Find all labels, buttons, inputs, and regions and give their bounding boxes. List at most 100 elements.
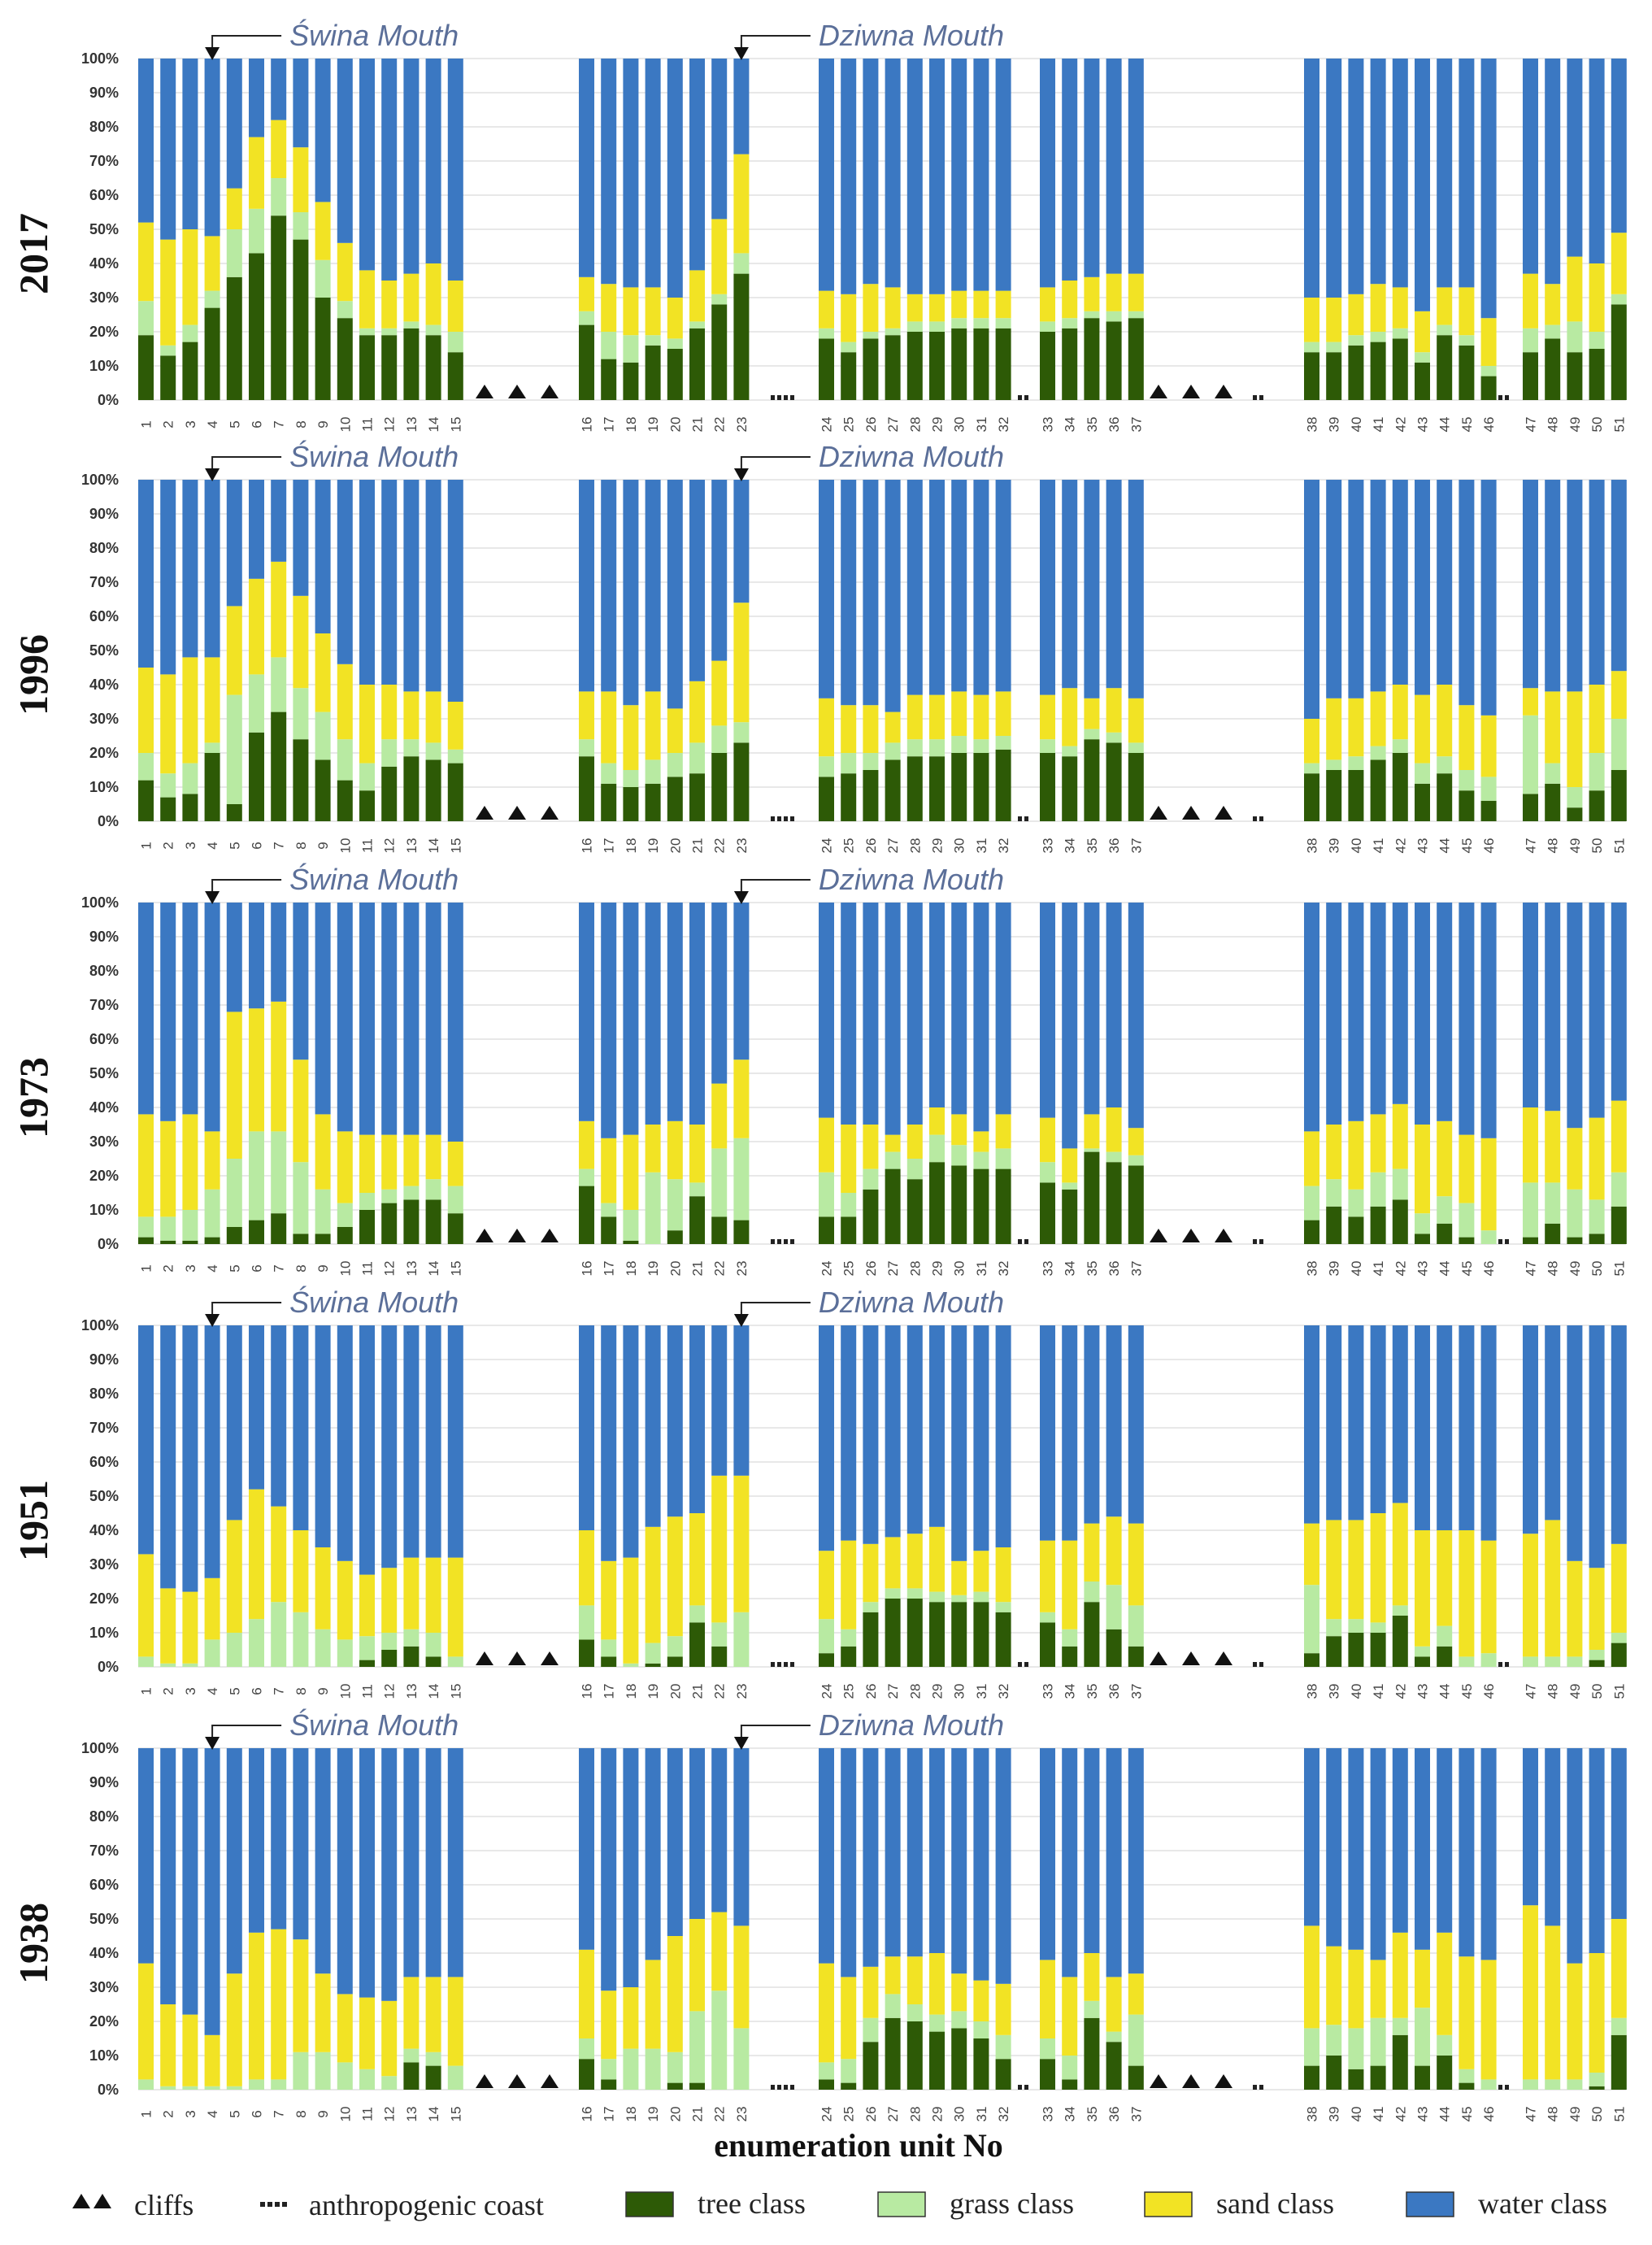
bar-sand-segment	[885, 1134, 901, 1152]
bar-tree-segment	[1370, 1206, 1386, 1244]
x-tick-label: 30	[952, 1684, 967, 1699]
bar-tree-segment	[645, 345, 661, 400]
bar-water-segment	[182, 1748, 198, 2015]
cliff-marker	[541, 2074, 559, 2088]
x-tick-label: 43	[1415, 417, 1431, 433]
bar-grass-segment	[1106, 311, 1122, 322]
anthropogenic-coast-marker	[784, 395, 788, 400]
y-tick-label: 90%	[89, 1774, 119, 1790]
legend-tree-swatch	[625, 2191, 674, 2217]
x-tick-label: 10	[337, 838, 353, 854]
bar-water-segment	[973, 1748, 989, 1981]
bar-sand-segment	[1370, 691, 1386, 746]
bar-water-segment	[1106, 903, 1122, 1107]
bar-grass-segment	[885, 1994, 901, 2018]
x-tick-label: 17	[602, 838, 617, 854]
x-tick-label: 3	[183, 1687, 198, 1695]
bar-water-segment	[1611, 1325, 1627, 1544]
cliff-marker	[508, 2074, 526, 2088]
bar-sand-segment	[601, 1990, 617, 2060]
bar-sand-segment	[819, 1551, 834, 1620]
bar-grass-segment	[995, 736, 1011, 750]
bar-tree-segment	[667, 777, 683, 821]
anthropogenic-coast-marker	[1498, 395, 1502, 400]
bar-water-segment	[138, 59, 154, 223]
bar-grass-segment	[863, 1168, 879, 1190]
x-tick-label: 17	[602, 1261, 617, 1277]
bar-sand-segment	[841, 1540, 857, 1629]
x-tick-label: 6	[250, 420, 265, 428]
bar-water-segment	[1128, 1748, 1144, 1974]
x-tick-label: 23	[734, 2107, 750, 2122]
bar-sand-segment	[271, 1929, 287, 2080]
bar-sand-segment	[1040, 287, 1055, 322]
bar-water-segment	[733, 1748, 750, 1926]
x-tick-label: 1	[139, 420, 154, 428]
bar-grass-segment	[1459, 2069, 1475, 2083]
bar-grass-segment	[929, 2014, 945, 2032]
x-tick-label: 10	[337, 1261, 353, 1277]
bar-grass-segment	[425, 324, 441, 336]
x-tick-label: 5	[227, 842, 242, 849]
bar-sand-segment	[425, 1557, 441, 1633]
bar-grass-segment	[315, 711, 331, 760]
bar-grass-segment	[1523, 715, 1538, 794]
cliff-marker	[541, 1651, 559, 1665]
bar-water-segment	[1106, 1748, 1122, 1977]
bar-grass-segment	[929, 321, 945, 332]
bar-water-segment	[293, 1325, 309, 1530]
bar-sand-segment	[906, 1956, 923, 2004]
bar-grass-segment	[1392, 2017, 1408, 2035]
bar-water-segment	[1459, 903, 1475, 1135]
x-tick-label: 3	[183, 2110, 198, 2117]
bar-sand-segment	[138, 668, 154, 753]
bar-sand-segment	[601, 284, 617, 332]
bar-sand-segment	[579, 276, 594, 311]
bar-grass-segment	[906, 739, 923, 757]
bar-tree-segment	[906, 1599, 923, 1667]
x-tick-label: 31	[974, 2107, 989, 2122]
bar-tree-segment	[863, 770, 879, 821]
bar-grass-segment	[1437, 1196, 1453, 1224]
bar-water-segment	[381, 903, 398, 1135]
bar-water-segment	[249, 59, 264, 137]
bar-water-segment	[885, 1748, 901, 1957]
x-tick-label: 21	[690, 417, 706, 433]
bar-tree-segment	[841, 1646, 857, 1667]
x-tick-label: 3	[183, 1264, 198, 1272]
bar-water-segment	[1459, 59, 1475, 288]
bar-sand-segment	[1437, 1530, 1453, 1626]
anthropogenic-coast-marker	[1253, 816, 1257, 821]
y-tick-label: 30%	[89, 1133, 119, 1150]
bar-grass-segment	[425, 2051, 441, 2066]
mouth-annotation: Dziwna Mouth	[819, 1708, 1004, 1742]
bar-grass-segment	[1084, 311, 1100, 319]
bar-tree-segment	[1128, 2065, 1144, 2090]
bar-sand-segment	[160, 1588, 176, 1664]
bar-grass-segment	[204, 1189, 220, 1238]
bar-water-segment	[841, 1325, 857, 1541]
bar-sand-segment	[1611, 1543, 1627, 1633]
bar-grass-segment	[951, 2011, 967, 2029]
bar-sand-segment	[204, 657, 220, 743]
bar-tree-segment	[885, 1599, 901, 1667]
bar-sand-segment	[579, 1530, 594, 1606]
bar-sand-segment	[315, 1547, 331, 1629]
x-tick-label: 26	[863, 838, 879, 854]
bar-sand-segment	[425, 1134, 441, 1180]
bar-water-segment	[182, 1325, 198, 1592]
bar-water-segment	[1415, 1325, 1430, 1530]
bar-sand-segment	[359, 270, 375, 328]
bar-tree-segment	[425, 1199, 441, 1244]
anthropogenic-coast-marker	[1259, 1662, 1263, 1667]
bar-tree-segment	[973, 328, 989, 400]
bar-grass-segment	[733, 722, 750, 743]
bar-tree-segment	[1326, 770, 1342, 821]
bar-sand-segment	[951, 1560, 967, 1595]
bar-water-segment	[841, 903, 857, 1125]
x-tick-label: 2	[161, 420, 176, 428]
bar-grass-segment	[381, 739, 398, 767]
bar-tree-segment	[1459, 790, 1475, 821]
bar-grass-segment	[995, 1602, 1011, 1612]
bar-sand-segment	[337, 242, 353, 302]
